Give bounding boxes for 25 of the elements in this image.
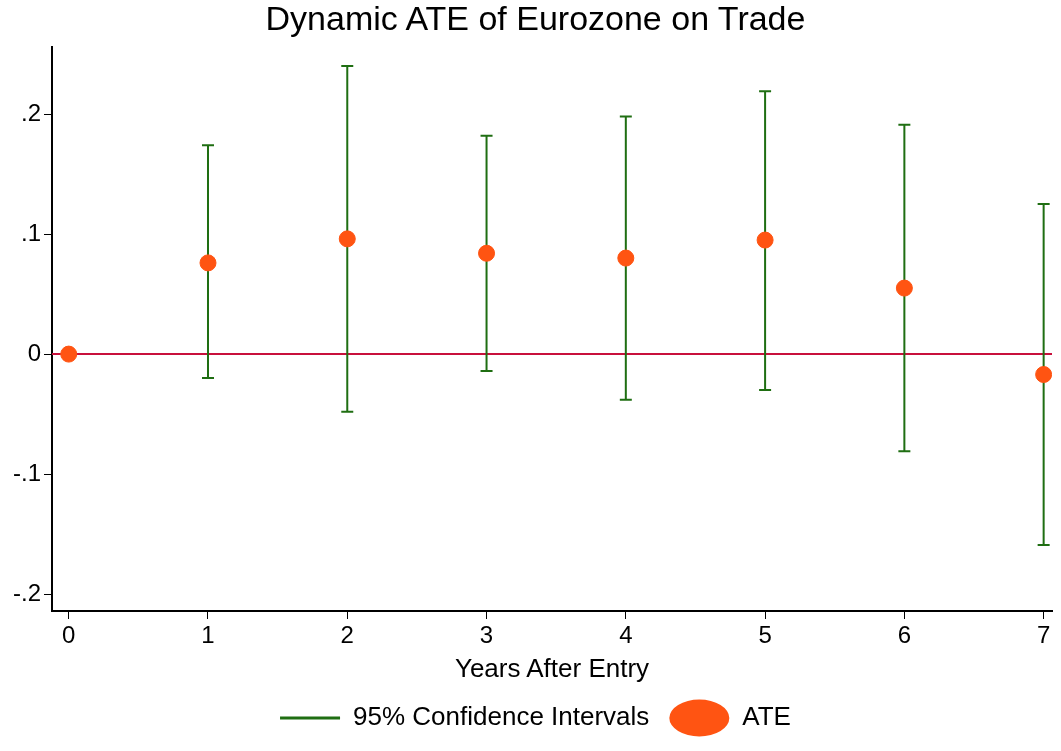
x-tick-label: 4 (619, 621, 633, 649)
y-tick-label: -.2 (12, 578, 42, 606)
y-tick-label: .1 (20, 218, 42, 246)
x-tick-label: 6 (897, 621, 912, 649)
x-tick-label: 3 (479, 621, 494, 649)
y-tick-label: 0 (27, 338, 42, 366)
point (756, 231, 774, 249)
point (60, 345, 78, 363)
x-tick-label: 5 (758, 621, 772, 649)
point (895, 279, 913, 297)
point (1035, 366, 1052, 384)
y-tick-label: -.1 (12, 458, 42, 486)
y-tick-label: .2 (20, 98, 42, 126)
x-axis-title: Years After Entry (454, 652, 650, 683)
x-tick-label: 7 (1036, 621, 1051, 649)
legend-label: ATE (742, 701, 791, 732)
point (617, 249, 635, 267)
x-tick-label: 0 (62, 621, 76, 649)
point (478, 244, 496, 262)
point (338, 230, 356, 248)
x-tick-label: 2 (340, 621, 354, 649)
point (199, 254, 217, 272)
chart-title: Dynamic ATE of Eurozone on Trade (265, 0, 806, 37)
x-tick-label: 1 (201, 621, 215, 649)
text: 95% Confidence Intervals (353, 701, 650, 732)
